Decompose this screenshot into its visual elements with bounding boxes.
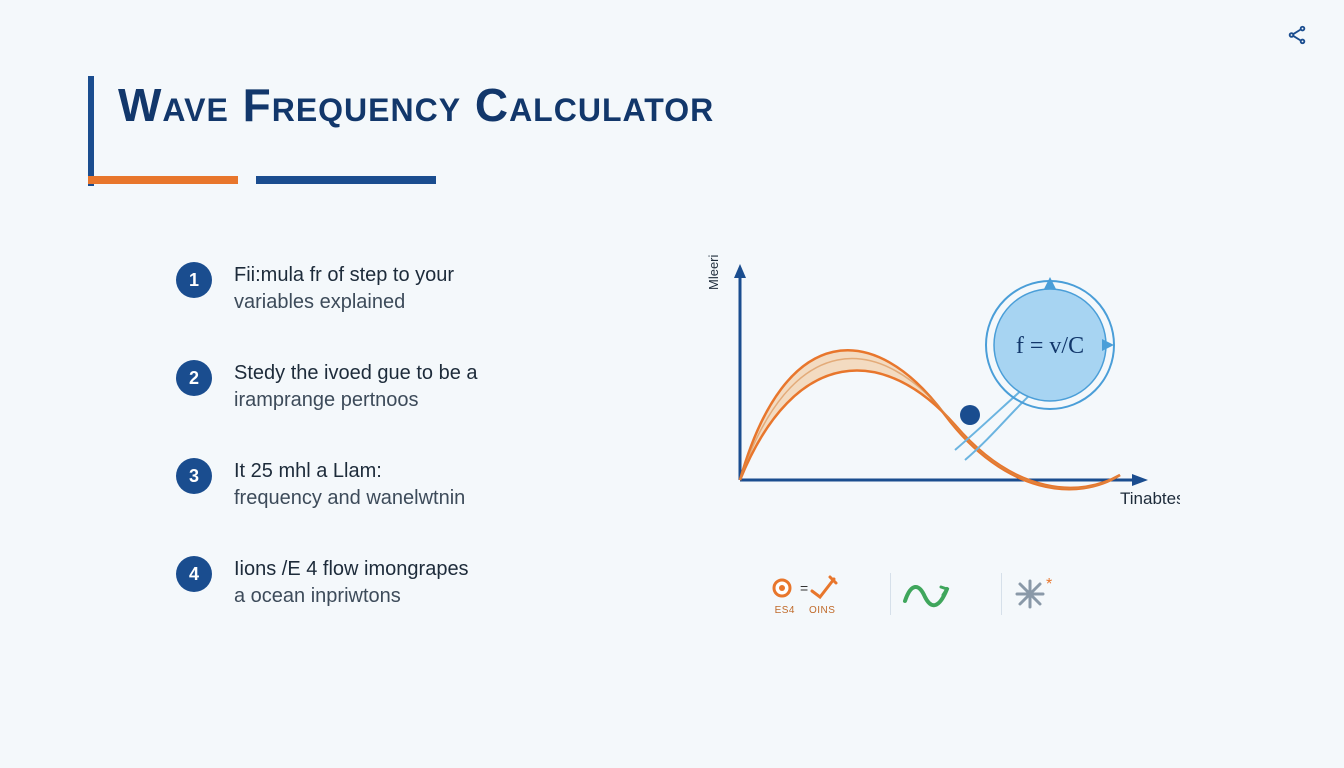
legend-item-sun: = ES4 OINS xyxy=(760,567,850,620)
step-text: Stedy the ivoed gue to be a iramprange p… xyxy=(234,360,478,414)
green-wave-icon xyxy=(901,577,951,611)
svg-text:=: = xyxy=(800,580,808,596)
wave-point-marker xyxy=(960,405,980,425)
wave-chart: Mleeri f = v/C Tinabtes xyxy=(700,250,1180,620)
page-title: Wave Frequency Calculator xyxy=(118,78,714,132)
step-number-badge: 2 xyxy=(176,360,212,396)
step-item: 4 Iions /E 4 flow imongrapes a ocean inp… xyxy=(176,556,576,610)
title-underline xyxy=(88,176,436,184)
underline-blue xyxy=(256,176,436,184)
step-line1: Iions /E 4 flow imongrapes xyxy=(234,556,469,583)
step-text: It 25 mhl a Llam: frequency and wanelwtn… xyxy=(234,458,465,512)
chart-legend: = ES4 OINS xyxy=(760,567,1066,620)
x-axis-label: Tinabtes xyxy=(1120,489,1180,508)
step-item: 2 Stedy the ivoed gue to be a iramprange… xyxy=(176,360,576,414)
steps-list: 1 Fii:mula fr of step to your variables … xyxy=(176,262,576,654)
bubble-arrow-top xyxy=(1044,277,1056,289)
share-icon[interactable] xyxy=(1286,24,1308,51)
legend-item-wave xyxy=(890,573,961,615)
grey-star-icon: * xyxy=(1012,577,1056,611)
underline-orange xyxy=(88,176,238,184)
step-number-badge: 4 xyxy=(176,556,212,592)
y-axis-label: Mleeri xyxy=(706,254,721,290)
wave-chart-svg: Mleeri f = v/C Tinabtes xyxy=(700,250,1180,560)
step-line2: iramprange pertnoos xyxy=(234,387,478,414)
bubble-arrow-right xyxy=(1102,339,1114,351)
y-axis-arrow xyxy=(734,264,746,278)
legend-item-star: * xyxy=(1001,573,1066,615)
step-line2: variables explained xyxy=(234,289,454,316)
step-line1: It 25 mhl a Llam: xyxy=(234,458,465,485)
sun-icon: = xyxy=(770,571,840,605)
step-line2: frequency and wanelwtnin xyxy=(234,485,465,512)
step-text: Iions /E 4 flow imongrapes a ocean inpri… xyxy=(234,556,469,610)
step-line2: a ocean inpriwtons xyxy=(234,583,469,610)
x-axis-arrow xyxy=(1132,474,1148,486)
svg-text:*: * xyxy=(1046,577,1052,593)
step-text: Fii:mula fr of step to your variables ex… xyxy=(234,262,454,316)
step-item: 1 Fii:mula fr of step to your variables … xyxy=(176,262,576,316)
step-line1: Stedy the ivoed gue to be a xyxy=(234,360,478,387)
title-accent-bar xyxy=(88,76,94,186)
title-block: Wave Frequency Calculator xyxy=(88,78,714,132)
step-number-badge: 1 xyxy=(176,262,212,298)
legend-label-left: ES4 xyxy=(775,605,795,616)
step-line1: Fii:mula fr of step to your xyxy=(234,262,454,289)
step-number-badge: 3 xyxy=(176,458,212,494)
legend-label-right: OINS xyxy=(809,605,835,616)
step-item: 3 It 25 mhl a Llam: frequency and wanelw… xyxy=(176,458,576,512)
formula-text: f = v/C xyxy=(1016,333,1084,359)
